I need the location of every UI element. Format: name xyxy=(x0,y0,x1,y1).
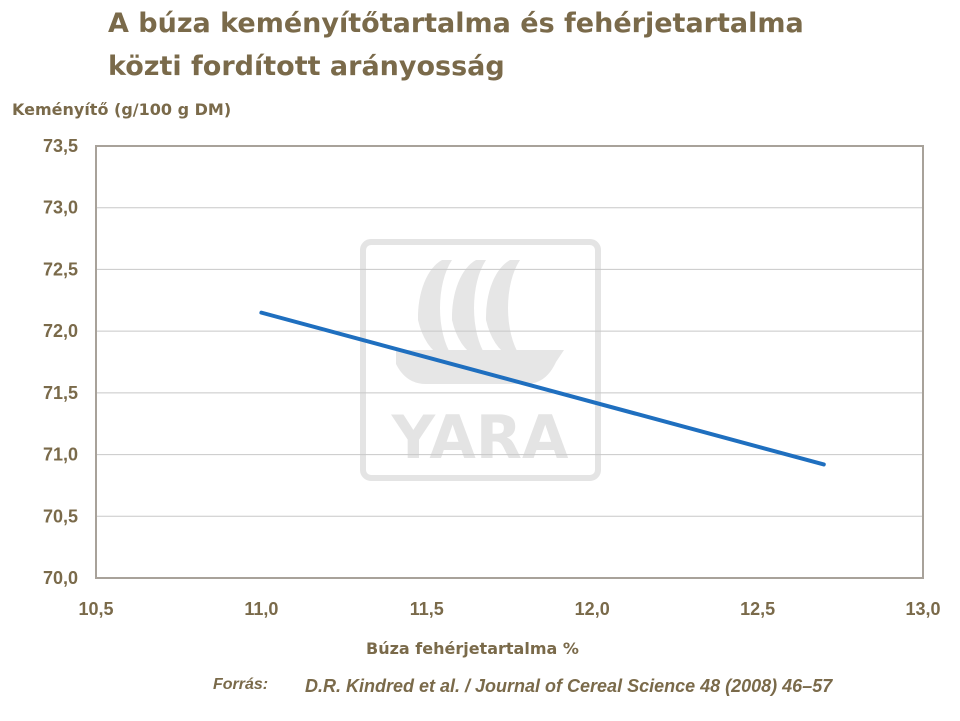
y-tick-label: 71,0 xyxy=(43,445,78,465)
y-tick-label: 72,0 xyxy=(43,321,78,341)
plot-frame xyxy=(95,145,924,579)
yara-logo-frame xyxy=(360,239,601,481)
x-tick-label: 10,5 xyxy=(78,599,113,619)
chart-title-line1: A búza keményítőtartalma és fehérjetarta… xyxy=(108,8,804,39)
y-axis-ticks: 73,5 73,0 72,5 72,0 71,5 71,0 70,5 70,0 xyxy=(43,136,78,588)
chart-title: A búza keményítőtartalma és fehérjetarta… xyxy=(108,2,928,88)
yara-ship-logo-icon xyxy=(396,260,564,384)
y-tick-label: 72,5 xyxy=(43,259,78,279)
y-axis-label: Keményítő (g/100 g DM) xyxy=(12,100,232,119)
x-axis-ticks: 10,5 11,0 11,5 12,0 12,5 13,0 xyxy=(78,599,940,619)
x-tick-label: 13,0 xyxy=(905,599,940,619)
plot-area-border xyxy=(95,145,924,579)
x-tick-label: 12,5 xyxy=(740,599,775,619)
x-tick-label: 11,5 xyxy=(410,599,444,619)
source-citation: D.R. Kindred et al. / Journal of Cereal … xyxy=(305,676,833,696)
y-tick-label: 71,5 xyxy=(43,383,78,403)
yara-watermark: YARA xyxy=(360,239,601,481)
chart-title-line2: közti fordított arányosság xyxy=(108,51,505,82)
y-tick-label: 70,5 xyxy=(43,506,78,526)
x-axis-label: Búza fehérjetartalma % xyxy=(366,639,579,658)
series-line xyxy=(259,310,826,467)
x-tick-label: 11,0 xyxy=(244,599,278,619)
x-tick-label: 12,0 xyxy=(575,599,610,619)
yara-watermark-text: YARA xyxy=(391,403,569,473)
y-tick-label: 73,0 xyxy=(43,198,78,218)
series-group xyxy=(259,310,826,467)
source-label: Forrás: xyxy=(213,676,269,693)
y-tick-label: 70,0 xyxy=(43,568,78,588)
y-tick-label: 73,5 xyxy=(43,136,78,156)
